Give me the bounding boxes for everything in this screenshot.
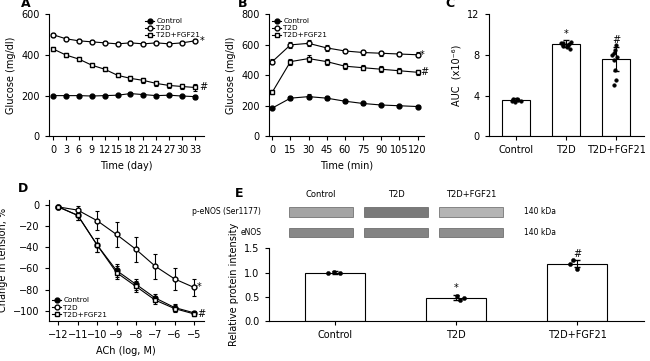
Point xyxy=(609,83,619,88)
Text: #: # xyxy=(612,35,620,45)
Text: eNOS: eNOS xyxy=(240,228,261,237)
Point xyxy=(512,96,523,101)
Point xyxy=(323,271,333,277)
Point xyxy=(565,261,575,267)
Point xyxy=(452,293,462,299)
Point xyxy=(558,40,568,46)
Point xyxy=(612,54,622,60)
Point xyxy=(568,257,578,263)
Point xyxy=(611,78,621,83)
Text: T2D: T2D xyxy=(388,190,404,199)
Point xyxy=(506,98,517,104)
Y-axis label: Glucose (mg/dl): Glucose (mg/dl) xyxy=(226,36,235,114)
Text: E: E xyxy=(235,187,244,200)
Bar xyxy=(289,207,353,217)
Bar xyxy=(364,207,428,217)
Text: 140 kDa: 140 kDa xyxy=(523,228,556,237)
Bar xyxy=(426,298,486,321)
Y-axis label: Change in tension, %: Change in tension, % xyxy=(0,208,8,313)
Text: Control: Control xyxy=(306,190,337,199)
Text: 140 kDa: 140 kDa xyxy=(523,207,556,216)
Point xyxy=(610,68,621,73)
Point xyxy=(508,96,518,101)
X-axis label: Time (min): Time (min) xyxy=(320,161,372,171)
Y-axis label: Glucose (mg/dl): Glucose (mg/dl) xyxy=(6,36,16,114)
Point xyxy=(564,41,575,47)
Y-axis label: AUC  (x10⁻⁶): AUC (x10⁻⁶) xyxy=(452,45,461,106)
Text: *: * xyxy=(420,50,424,60)
Point xyxy=(508,97,518,103)
Point xyxy=(566,39,576,45)
Bar xyxy=(502,100,530,136)
Legend: Control, T2D, T2D+FGF21: Control, T2D, T2D+FGF21 xyxy=(272,18,327,38)
Point xyxy=(607,52,618,58)
Point xyxy=(454,297,465,303)
Bar xyxy=(603,59,630,136)
Bar xyxy=(547,264,607,321)
Text: C: C xyxy=(445,0,454,10)
Point xyxy=(514,97,524,103)
Text: #: # xyxy=(197,309,205,319)
Text: *: * xyxy=(564,29,569,39)
X-axis label: Time (day): Time (day) xyxy=(100,161,153,171)
Text: D: D xyxy=(18,182,28,195)
Point xyxy=(459,295,469,301)
Text: A: A xyxy=(21,0,31,10)
Bar xyxy=(364,228,428,237)
Bar xyxy=(289,228,353,237)
Bar xyxy=(439,207,503,217)
Text: T2D+FGF21: T2D+FGF21 xyxy=(446,190,496,199)
Point xyxy=(564,46,575,52)
Point xyxy=(558,43,568,49)
Point xyxy=(610,47,620,53)
Point xyxy=(329,269,339,275)
Text: B: B xyxy=(238,0,247,10)
Point xyxy=(335,270,345,275)
Point xyxy=(562,44,572,50)
Text: *: * xyxy=(197,282,202,292)
Legend: Control, T2D, T2D+FGF21: Control, T2D, T2D+FGF21 xyxy=(53,297,107,318)
Text: *: * xyxy=(454,283,458,293)
Point xyxy=(610,42,621,48)
Point xyxy=(515,98,526,104)
Text: p-eNOS (Ser1177): p-eNOS (Ser1177) xyxy=(192,207,261,216)
Point xyxy=(510,99,520,105)
Point xyxy=(609,50,619,56)
Text: #: # xyxy=(573,249,581,259)
X-axis label: ACh (log, M): ACh (log, M) xyxy=(96,346,156,356)
Bar xyxy=(439,228,503,237)
Point xyxy=(563,42,573,48)
Text: *: * xyxy=(200,36,204,46)
Point xyxy=(558,42,568,48)
Point xyxy=(556,40,566,46)
Y-axis label: Relative protein intensity: Relative protein intensity xyxy=(229,223,239,346)
Point xyxy=(609,57,619,63)
Point xyxy=(572,266,582,271)
Bar xyxy=(305,273,365,321)
Bar xyxy=(552,44,580,136)
Text: #: # xyxy=(420,67,428,77)
Legend: Control, T2D, T2D+FGF21: Control, T2D, T2D+FGF21 xyxy=(146,18,200,38)
Text: #: # xyxy=(200,83,207,92)
